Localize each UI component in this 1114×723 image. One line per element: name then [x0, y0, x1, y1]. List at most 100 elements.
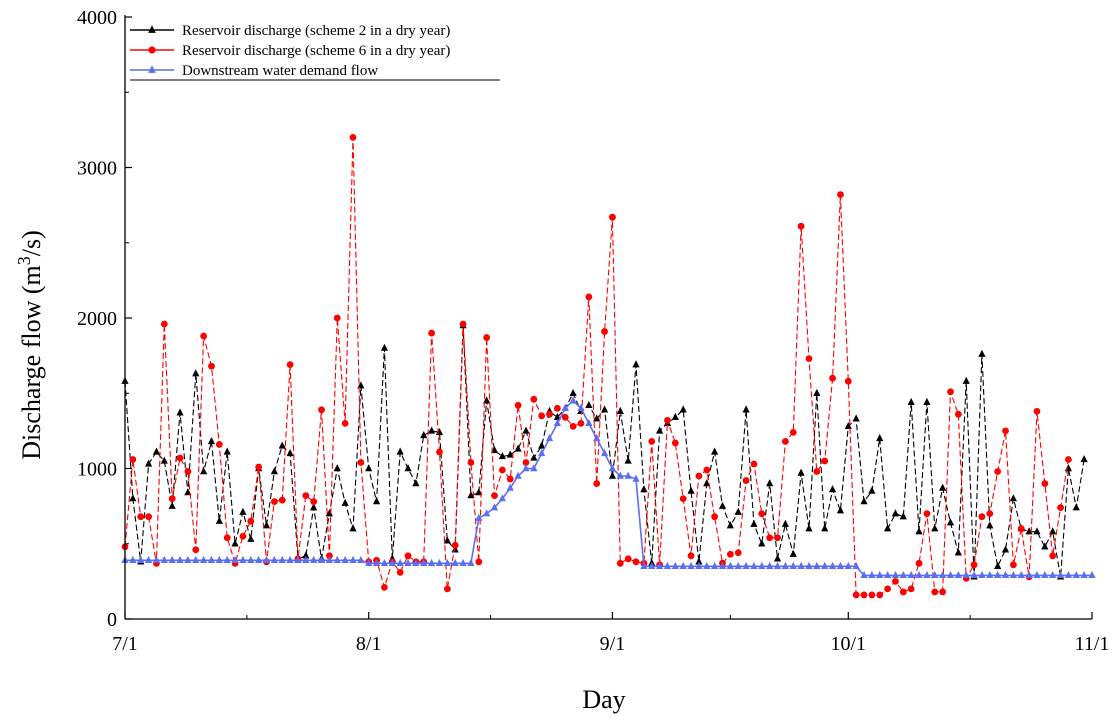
- series-1-point: [986, 521, 994, 529]
- series-3-point: [577, 403, 585, 411]
- series-2-point: [648, 438, 656, 445]
- series-3-point: [365, 558, 373, 567]
- legend-marker: [148, 65, 156, 73]
- series-1-point: [176, 408, 184, 416]
- series-1-point: [467, 491, 475, 499]
- series-2-point: [1002, 427, 1009, 435]
- series-2-point: [876, 591, 884, 599]
- y-axis-title: Discharge flow (m3/s): [14, 230, 46, 459]
- series-2-point: [609, 213, 616, 221]
- series-2-point: [766, 534, 774, 542]
- series-2-point: [239, 532, 247, 540]
- series-2-point: [137, 513, 145, 521]
- series-3-point: [270, 555, 278, 564]
- series-3-point: [781, 561, 789, 570]
- series-2-point: [860, 591, 868, 599]
- series-3-point: [129, 555, 137, 564]
- series-2-point: [333, 314, 341, 322]
- series-3-point: [545, 434, 554, 442]
- series-3-point: [192, 555, 200, 564]
- series-2-point: [970, 561, 978, 569]
- series-1-point: [396, 447, 404, 455]
- legend: Reservoir discharge (scheme 2 in a dry y…: [130, 23, 500, 81]
- series-3-point: [1080, 570, 1088, 579]
- series-1-point: [703, 479, 711, 487]
- series-1-point: [726, 521, 734, 529]
- series-2-point: [1009, 561, 1017, 569]
- series-3-point: [836, 561, 845, 570]
- series-2-point: [475, 558, 483, 566]
- series-1-point: [679, 405, 687, 413]
- series-2-point: [483, 334, 491, 341]
- series-3-point: [1088, 570, 1096, 579]
- series-2-point: [593, 480, 601, 487]
- axis-titles: Day Discharge flow (m3/s): [14, 230, 626, 714]
- series-1-point: [828, 485, 837, 493]
- series-2-point: [522, 459, 530, 466]
- series-2-point: [711, 513, 719, 521]
- series-3-point: [954, 570, 962, 579]
- series-2-point: [750, 460, 758, 468]
- series-3-point: [538, 449, 546, 457]
- series-3-point: [679, 561, 687, 570]
- series-1-point: [1009, 494, 1017, 502]
- x-tick-label: 11/1: [1075, 633, 1110, 655]
- series-1-point: [522, 426, 530, 434]
- series-1-point: [483, 396, 491, 404]
- series-3-point: [946, 570, 955, 579]
- series-2-point: [569, 422, 577, 430]
- series-1-point: [310, 503, 318, 511]
- series-1: [121, 321, 1088, 580]
- series-3-point: [231, 555, 239, 564]
- series-2-point: [357, 459, 365, 466]
- series-3-point: [176, 555, 184, 564]
- x-tick-label: 10/1: [831, 633, 867, 655]
- series-1-point: [443, 536, 451, 544]
- series-2-point: [168, 495, 176, 502]
- series-1-point: [270, 467, 278, 475]
- series-3-point: [380, 558, 389, 567]
- series-3-point: [640, 561, 648, 570]
- series-3-point: [317, 555, 326, 564]
- series-3-point: [388, 558, 396, 567]
- legend-label: Reservoir discharge (scheme 2 in a dry y…: [182, 23, 450, 39]
- series-1-point: [325, 509, 334, 517]
- series-2-point: [491, 492, 498, 499]
- series-2-point: [404, 552, 412, 560]
- series-1-point: [207, 437, 216, 445]
- series-1-point: [711, 447, 719, 455]
- series-1-point: [129, 494, 137, 502]
- series-1-point: [223, 447, 231, 455]
- series-2-point: [829, 374, 836, 382]
- series-2-point: [774, 534, 781, 542]
- series-1-point: [333, 464, 341, 472]
- series-1-point: [813, 388, 821, 396]
- series-2-point: [318, 406, 325, 414]
- series-3-point: [569, 396, 577, 404]
- series-3-point: [506, 483, 514, 491]
- series-3-point: [868, 570, 876, 579]
- series-2-point: [931, 588, 939, 596]
- series-3-point: [137, 555, 145, 564]
- series-2-point: [341, 419, 349, 427]
- series-3-point: [1017, 570, 1025, 579]
- series-3-point: [294, 555, 302, 564]
- series-2-point: [255, 463, 263, 471]
- series-3-point: [750, 561, 758, 570]
- series-1-point: [805, 524, 813, 532]
- series-2-point: [577, 419, 585, 427]
- series-3-point: [1033, 570, 1041, 579]
- series-3-point: [262, 555, 271, 564]
- series-3-point: [860, 570, 868, 579]
- series-2-point: [436, 448, 443, 456]
- series-3-point: [325, 555, 334, 564]
- series-2-point: [695, 472, 703, 480]
- series-2-point: [986, 510, 994, 518]
- series-2-point: [546, 410, 553, 418]
- series-2-point: [286, 361, 294, 369]
- series-2-point: [396, 568, 404, 576]
- series-1-point: [742, 405, 750, 413]
- series-2-point: [868, 591, 876, 599]
- series-1-point: [1080, 455, 1088, 463]
- y-tick-label: 0: [107, 609, 117, 631]
